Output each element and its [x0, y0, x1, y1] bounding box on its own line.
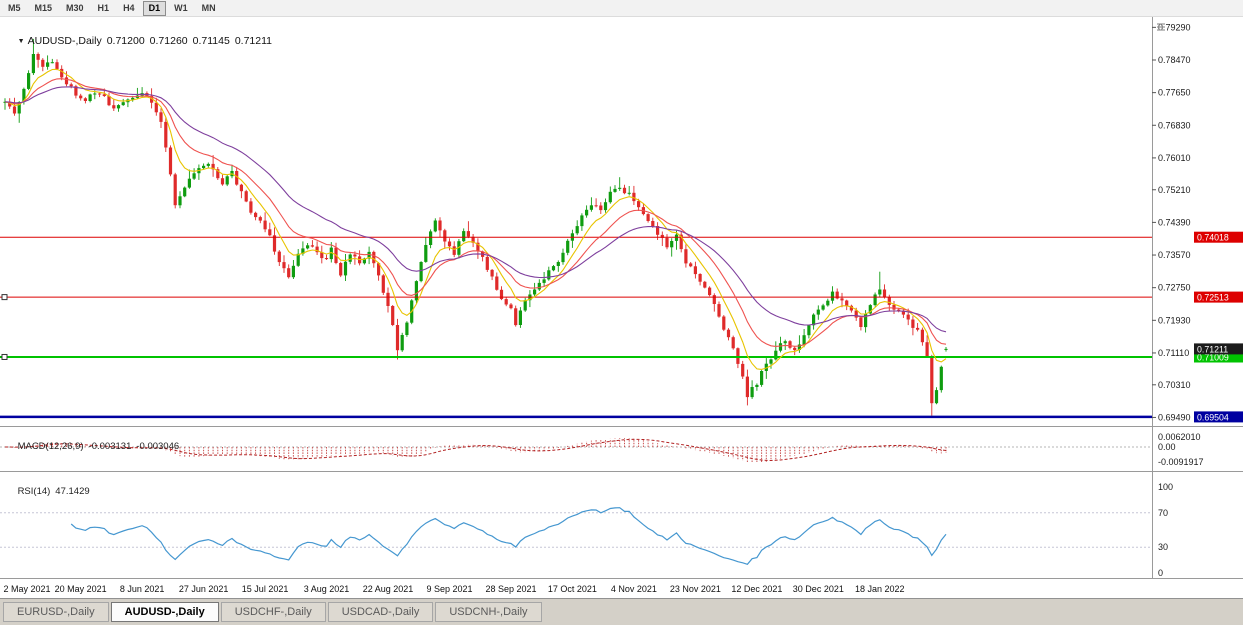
ohlc-close: 0.71211: [234, 35, 273, 47]
svg-text:0: 0: [1158, 568, 1163, 578]
macd-label: MACD(12,26,9) -0.003131 -0.003046: [7, 430, 184, 463]
svg-text:9 Sep 2021: 9 Sep 2021: [426, 584, 472, 594]
chart-tab-usdchf-daily[interactable]: USDCHF-,Daily: [220, 602, 326, 622]
ohlc-high: 0.71260: [149, 35, 188, 47]
svg-text:28 Sep 2021: 28 Sep 2021: [485, 584, 536, 594]
timeframe-button-d1[interactable]: D1: [142, 0, 167, 16]
rsi-indicator: 100 70 30 0: [0, 482, 1173, 578]
line-handle[interactable]: [1, 353, 8, 360]
timeframe-button-h4[interactable]: H4: [123, 2, 135, 13]
pane-separators: [0, 17, 1243, 579]
chart-tab-usdcnh-daily[interactable]: USDCNH-,Daily: [435, 602, 542, 622]
moving-averages: [4, 68, 947, 370]
svg-text:0.69504: 0.69504: [1197, 412, 1229, 422]
svg-text:0.74018: 0.74018: [1197, 233, 1229, 243]
svg-text:17 Oct 2021: 17 Oct 2021: [548, 584, 597, 594]
ohlc-low: 0.71145: [192, 35, 230, 47]
svg-text:0.0062010: 0.0062010: [1158, 432, 1201, 442]
svg-text:30: 30: [1158, 542, 1168, 552]
svg-text:23 Nov 2021: 23 Nov 2021: [670, 584, 721, 594]
timeframe-button-w1[interactable]: W1: [174, 2, 188, 13]
time-axis[interactable]: 2 May 2021 20 May 2021 8 Jun 2021 27 Jun 20…: [3, 584, 904, 594]
ma-30-line: [4, 86, 947, 333]
candlesticks: [3, 38, 948, 416]
svg-text:2 May 2021: 2 May 2021: [3, 584, 50, 594]
svg-text:0.70310: 0.70310: [1158, 380, 1191, 390]
macd-name: MACD(12,26,9): [17, 441, 84, 452]
price-axis[interactable]: 0.79290 0.78470 0.77650 0.76830 0.76010 0.752…: [1152, 22, 1191, 422]
timeframe-toolbar: M5 M15 M30 H1 H4 D1 W1 MN: [0, 0, 1243, 17]
svg-text:0.00: 0.00: [1158, 442, 1176, 452]
svg-text:4 Nov 2021: 4 Nov 2021: [611, 584, 657, 594]
svg-text:0.76010: 0.76010: [1158, 153, 1191, 163]
svg-text:100: 100: [1158, 482, 1173, 492]
svg-text:22 Aug 2021: 22 Aug 2021: [363, 584, 414, 594]
svg-text:0.71110: 0.71110: [1158, 348, 1189, 358]
timeframe-button-m30[interactable]: M30: [66, 2, 84, 13]
svg-text:0.73570: 0.73570: [1158, 250, 1191, 260]
rsi-name: RSI(14): [17, 486, 51, 497]
macd-signal-value: -0.003046: [136, 441, 180, 452]
svg-text:18 Jan 2022: 18 Jan 2022: [855, 584, 905, 594]
chart-tab-usdcad-daily[interactable]: USDCAD-,Daily: [327, 602, 434, 622]
ohlc-open: 0.71200: [106, 35, 145, 47]
chart-tabs-bar: EURUSD-,Daily AUDUSD-,Daily USDCHF-,Daily U…: [0, 598, 1243, 625]
svg-text:-0.0091917: -0.0091917: [1158, 457, 1204, 467]
svg-text:30 Dec 2021: 30 Dec 2021: [793, 584, 844, 594]
timeframe-button-h1[interactable]: H1: [97, 2, 110, 13]
chart-tab-eurusd-daily[interactable]: EURUSD-,Daily: [3, 602, 109, 622]
svg-text:8 Jun 2021: 8 Jun 2021: [120, 584, 165, 594]
chart-tab-audusd-daily[interactable]: AUDUSD-,Daily: [110, 602, 219, 622]
svg-text:70: 70: [1158, 508, 1168, 518]
price-scale-menu-icon[interactable]: [1157, 23, 1165, 31]
svg-text:0.78470: 0.78470: [1158, 55, 1191, 65]
svg-text:0.71211: 0.71211: [1197, 344, 1228, 354]
svg-text:0.79290: 0.79290: [1158, 22, 1191, 32]
ma-15-line: [4, 78, 947, 347]
svg-text:0.71930: 0.71930: [1158, 315, 1191, 325]
svg-text:3 Aug 2021: 3 Aug 2021: [304, 584, 350, 594]
price-chart[interactable]: 0.79290 0.78470 0.77650 0.76830 0.76010 0.752…: [0, 17, 1243, 598]
ma-7-line: [4, 68, 947, 370]
svg-text:0.77650: 0.77650: [1158, 88, 1191, 98]
line-handle[interactable]: [1, 294, 8, 301]
price-labels: 0.74018 0.72513 0.71009 0.69504 0.71211: [1194, 231, 1243, 423]
svg-text:20 May 2021: 20 May 2021: [55, 584, 107, 594]
chart-symbol-title: AUDUSD-,Daily: [27, 35, 102, 47]
timeframe-button-m5[interactable]: M5: [8, 2, 21, 13]
svg-text:12 Dec 2021: 12 Dec 2021: [731, 584, 782, 594]
svg-text:27 Jun 2021: 27 Jun 2021: [179, 584, 229, 594]
svg-text:0.72513: 0.72513: [1197, 293, 1229, 303]
chart-header: ▼ AUDUSD-,Daily 0.71200 0.71260 0.71145 0.712…: [6, 23, 272, 59]
horizontal-lines[interactable]: [0, 236, 1152, 419]
symbol-marker-icon: ▼: [17, 38, 25, 45]
rsi-value: 47.1429: [55, 486, 90, 497]
rsi-label: RSI(14) 47.1429: [7, 475, 95, 508]
timeframe-button-m15[interactable]: M15: [34, 2, 53, 13]
macd-main-value: -0.003131: [88, 441, 132, 452]
timeframe-button-mn[interactable]: MN: [201, 2, 216, 13]
svg-text:0.71009: 0.71009: [1197, 352, 1229, 362]
svg-text:0.76830: 0.76830: [1158, 120, 1191, 130]
chart-area[interactable]: 0.79290 0.78470 0.77650 0.76830 0.76010 0.752…: [0, 17, 1243, 598]
svg-text:0.69490: 0.69490: [1158, 412, 1191, 422]
svg-text:15 Jul 2021: 15 Jul 2021: [242, 584, 289, 594]
svg-text:0.75210: 0.75210: [1158, 185, 1191, 195]
svg-text:0.72750: 0.72750: [1158, 283, 1191, 293]
svg-text:0.74390: 0.74390: [1158, 217, 1191, 227]
